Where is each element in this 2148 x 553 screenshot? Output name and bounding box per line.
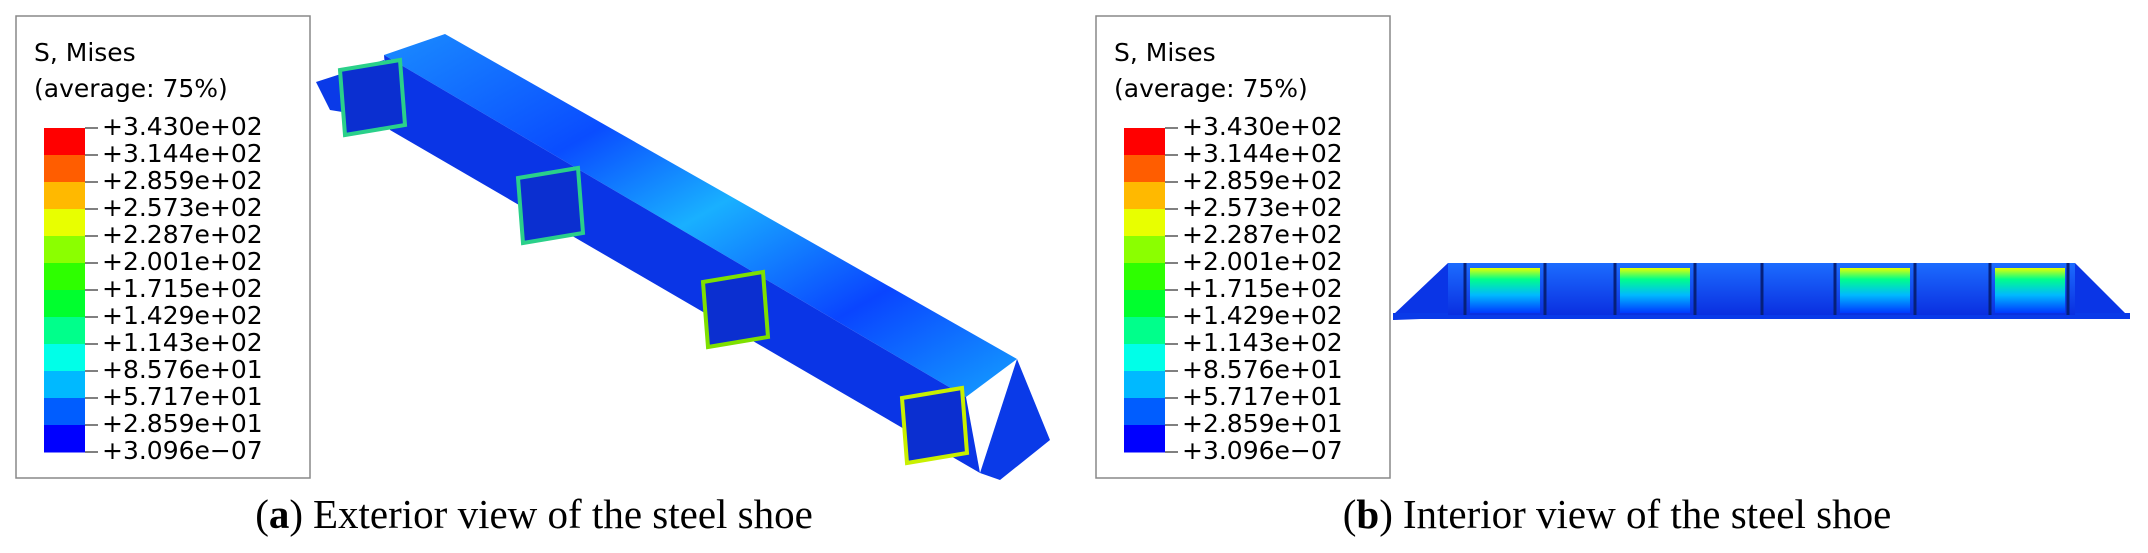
legend-label: +5.717e+01 xyxy=(102,382,263,411)
color-band xyxy=(44,209,85,237)
color-band xyxy=(44,425,85,453)
color-band xyxy=(44,263,85,291)
legend-label: +3.430e+02 xyxy=(102,112,263,141)
caption-part: a xyxy=(269,491,290,537)
color-band xyxy=(44,128,85,156)
legend-label: +3.096e−07 xyxy=(1182,436,1343,465)
caption-text: Exterior view of the steel shoe xyxy=(313,491,813,537)
legend-label: +2.859e+02 xyxy=(102,166,263,195)
legend-label: +2.859e+01 xyxy=(102,409,263,438)
flange xyxy=(2075,263,2130,318)
color-band xyxy=(1124,236,1165,264)
interior-rendering xyxy=(1393,263,2130,320)
color-band xyxy=(44,182,85,210)
lug xyxy=(700,269,771,350)
color-band xyxy=(1124,290,1165,318)
caption-part: ) xyxy=(1379,491,1393,537)
color-band xyxy=(1124,344,1165,372)
legend-label: +2.573e+02 xyxy=(102,193,263,222)
color-band xyxy=(44,317,85,345)
caption-part: ) xyxy=(289,491,303,537)
legend-label: +2.001e+02 xyxy=(1182,247,1343,276)
legend-label: +1.143e+02 xyxy=(102,328,263,357)
lug xyxy=(515,165,586,246)
color-band xyxy=(44,344,85,372)
flange xyxy=(980,359,1050,480)
caption-text: Interior view of the steel shoe xyxy=(1403,491,1891,537)
hot-zone xyxy=(1470,268,1540,313)
legend-label: +1.429e+02 xyxy=(102,301,263,330)
caption-part: ( xyxy=(1343,491,1357,537)
legend-title: S, Mises xyxy=(34,38,136,67)
legend-label: +1.143e+02 xyxy=(1182,328,1343,357)
caption-part: b xyxy=(1356,491,1379,537)
legend-label: +3.144e+02 xyxy=(1182,139,1343,168)
color-band xyxy=(1124,155,1165,183)
legend-label: +8.576e+01 xyxy=(102,355,263,384)
color-band xyxy=(44,398,85,426)
legend-label: +1.715e+02 xyxy=(1182,274,1343,303)
color-band xyxy=(1124,209,1165,237)
color-band xyxy=(44,155,85,183)
legend-subtitle: (average: 75%) xyxy=(1114,74,1308,103)
hot-zone xyxy=(1840,268,1910,313)
legend-label: +2.573e+02 xyxy=(1182,193,1343,222)
legend-label: +3.430e+02 xyxy=(1182,112,1343,141)
lug xyxy=(337,57,408,138)
legend-label: +2.001e+02 xyxy=(102,247,263,276)
legend-label: +3.096e−07 xyxy=(102,436,263,465)
legend-label: +2.287e+02 xyxy=(102,220,263,249)
caption: (a) Exterior view of the steel shoe xyxy=(255,491,813,537)
legend-label: +2.859e+01 xyxy=(1182,409,1343,438)
hot-zone xyxy=(1995,268,2065,313)
caption-part: ( xyxy=(255,491,269,537)
legend-label: +2.287e+02 xyxy=(1182,220,1343,249)
color-band xyxy=(1124,371,1165,399)
hot-zone xyxy=(1620,268,1690,313)
legend-label: +2.859e+02 xyxy=(1182,166,1343,195)
legend-label: +8.576e+01 xyxy=(1182,355,1343,384)
color-band xyxy=(1124,128,1165,156)
color-band xyxy=(44,371,85,399)
lug xyxy=(899,385,970,466)
color-band xyxy=(44,290,85,318)
caption: (b) Interior view of the steel shoe xyxy=(1343,491,1892,537)
color-band xyxy=(1124,182,1165,210)
color-band xyxy=(44,236,85,264)
color-band xyxy=(1124,425,1165,453)
beam-top xyxy=(384,34,1017,397)
legend-label: +5.717e+01 xyxy=(1182,382,1343,411)
legend-label: +1.715e+02 xyxy=(102,274,263,303)
flange xyxy=(1393,263,1448,320)
legend-title: S, Mises xyxy=(1114,38,1216,67)
legend-label: +1.429e+02 xyxy=(1182,301,1343,330)
legend: S, Mises (average: 75%) +3.430e+02+3.144e+… xyxy=(15,15,311,479)
color-band xyxy=(1124,263,1165,291)
base-plate xyxy=(1393,313,2130,319)
color-band xyxy=(1124,398,1165,426)
legend-subtitle: (average: 75%) xyxy=(34,74,228,103)
legend: S, Mises (average: 75%) +3.430e+02+3.144e+… xyxy=(1095,15,1391,479)
legend-label: +3.144e+02 xyxy=(102,139,263,168)
exterior-rendering xyxy=(316,34,1050,480)
color-band xyxy=(1124,317,1165,345)
beam-side xyxy=(384,55,980,473)
